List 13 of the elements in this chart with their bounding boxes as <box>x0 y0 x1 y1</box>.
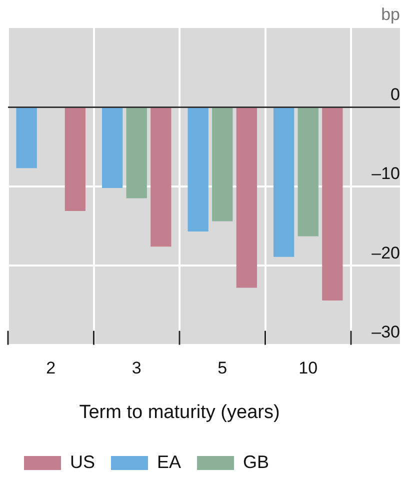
x-axis-title: Term to maturity (years) <box>79 402 280 423</box>
y-tick-label: –30 <box>372 322 400 342</box>
x-tick-label: 2 <box>46 358 56 378</box>
y-tick-label: –20 <box>372 243 400 262</box>
y-axis-title: bp <box>381 5 400 24</box>
legend-label: US <box>70 452 96 472</box>
x-tick-label: 5 <box>218 358 228 378</box>
y-tick-label: 0 <box>390 84 400 104</box>
legend-label: GB <box>243 452 270 472</box>
y-tick-label: –10 <box>372 164 400 184</box>
legend-label: EA <box>157 452 182 472</box>
x-tick-label: 3 <box>132 358 142 378</box>
x-tick-label: 10 <box>298 358 318 378</box>
